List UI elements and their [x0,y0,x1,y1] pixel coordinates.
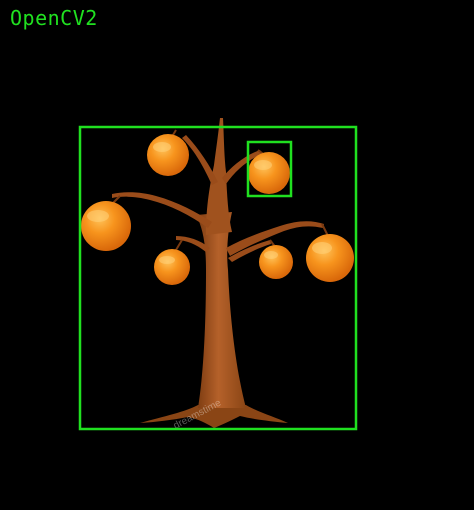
detection-box-tree [78,125,358,431]
tree-trunk [196,212,246,408]
orange-upper-left [147,134,189,176]
tree-branch-left [112,192,212,228]
tree-branch-lower-left [176,236,210,252]
tree-branch-lower-right [228,240,271,262]
window-title: OpenCV2 [10,6,98,30]
tree-illustration: dreamstime [111,118,329,432]
tree-branch-upper-left [182,135,218,185]
orange-icon [154,249,190,285]
orange-icon [259,245,293,279]
orange-icon [147,134,189,176]
orange-icon [81,201,131,251]
orange-upper-right [248,152,290,194]
detection-box-orange [246,140,293,198]
tree-branch-right [226,221,324,256]
tree-branch-upper-right [222,150,262,184]
orange-far-right [306,234,354,282]
orange-far-left [81,201,131,251]
tree-roots [140,405,288,428]
orange-lower-right [259,245,293,279]
orange-lower-left [154,249,190,285]
orange-icon [306,234,354,282]
orange-icon [248,152,290,194]
tree-branch-center [206,118,232,235]
